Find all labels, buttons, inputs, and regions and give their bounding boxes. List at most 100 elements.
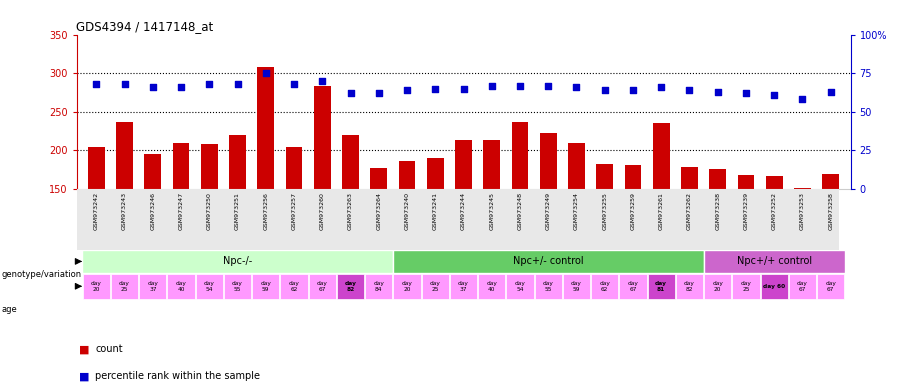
Bar [82, 250, 393, 273]
Text: Npc-/-: Npc-/- [223, 257, 252, 266]
Text: GSM973246: GSM973246 [150, 192, 156, 230]
Text: GSM973252: GSM973252 [771, 192, 777, 230]
Text: day
37: day 37 [148, 281, 158, 292]
Bar [709, 169, 726, 189]
Point [626, 87, 640, 93]
Bar [511, 122, 528, 189]
Bar [252, 273, 279, 299]
Point [315, 78, 329, 84]
Point [598, 87, 612, 93]
Bar [422, 273, 449, 299]
Bar [789, 273, 816, 299]
Bar [314, 86, 330, 189]
Text: day
59: day 59 [572, 281, 582, 292]
Point [174, 84, 188, 90]
Bar [224, 273, 251, 299]
Bar [195, 273, 223, 299]
Point [258, 70, 273, 76]
Bar [257, 67, 274, 189]
Text: GSM973249: GSM973249 [545, 192, 551, 230]
Bar [562, 273, 590, 299]
Bar [111, 273, 138, 299]
Text: GSM973238: GSM973238 [716, 192, 720, 230]
Bar [733, 273, 760, 299]
Bar [116, 122, 133, 189]
Point [767, 92, 781, 98]
Text: day
25: day 25 [430, 281, 441, 292]
Text: day
67: day 67 [797, 281, 808, 292]
Bar [285, 147, 302, 189]
Bar [652, 123, 670, 189]
Point [513, 83, 527, 89]
Text: day
25: day 25 [741, 281, 751, 292]
Bar [823, 174, 839, 189]
Text: GSM973259: GSM973259 [631, 192, 635, 230]
Point [739, 90, 753, 96]
Bar [309, 273, 336, 299]
Point [570, 84, 584, 90]
Text: day
62: day 62 [289, 281, 300, 292]
Bar [760, 273, 788, 299]
Bar [393, 273, 420, 299]
Text: count: count [95, 344, 123, 354]
Bar [540, 134, 557, 189]
Text: day
20: day 20 [401, 281, 412, 292]
Text: day 60: day 60 [763, 284, 786, 289]
Point [89, 81, 104, 87]
Bar [144, 154, 161, 189]
Text: GSM973258: GSM973258 [828, 192, 833, 230]
Text: day
40: day 40 [486, 281, 497, 292]
Text: GSM973240: GSM973240 [404, 192, 410, 230]
Text: day
82: day 82 [684, 281, 695, 292]
Bar [393, 250, 704, 273]
Point [710, 89, 724, 95]
Text: GSM973260: GSM973260 [320, 192, 325, 230]
Text: ■: ■ [79, 344, 90, 354]
Bar [201, 144, 218, 189]
Text: GDS4394 / 1417148_at: GDS4394 / 1417148_at [76, 20, 214, 33]
Text: GSM973248: GSM973248 [518, 192, 523, 230]
Bar [88, 147, 104, 189]
Bar [704, 273, 732, 299]
Text: day
81: day 81 [655, 281, 667, 292]
Text: day
40: day 40 [176, 281, 186, 292]
Bar [483, 141, 500, 189]
Point [117, 81, 131, 87]
Point [428, 86, 443, 92]
Bar [450, 273, 477, 299]
Point [343, 90, 357, 96]
Point [654, 84, 669, 90]
Text: day
59: day 59 [260, 281, 271, 292]
Bar [737, 175, 754, 189]
Point [484, 83, 499, 89]
Point [824, 89, 838, 95]
Point [456, 86, 471, 92]
Text: GSM973264: GSM973264 [376, 192, 382, 230]
Text: day
54: day 54 [203, 281, 215, 292]
Text: GSM973263: GSM973263 [348, 192, 353, 230]
Text: GSM973255: GSM973255 [602, 192, 608, 230]
Text: genotype/variation: genotype/variation [2, 270, 82, 279]
Bar [365, 273, 392, 299]
Text: GSM973257: GSM973257 [292, 192, 296, 230]
Point [682, 87, 697, 93]
Text: day
84: day 84 [374, 281, 384, 292]
Text: day
62: day 62 [599, 281, 610, 292]
Text: GSM973253: GSM973253 [800, 192, 805, 230]
Text: Npc+/- control: Npc+/- control [513, 257, 583, 266]
Bar [681, 167, 698, 189]
Text: GSM973262: GSM973262 [687, 192, 692, 230]
Point [541, 83, 555, 89]
Text: GSM973256: GSM973256 [264, 192, 268, 230]
Bar [535, 273, 562, 299]
Bar [229, 135, 246, 189]
Bar [648, 273, 675, 299]
Bar [370, 168, 387, 189]
Text: GSM973251: GSM973251 [235, 192, 240, 230]
Bar [704, 250, 845, 273]
Text: day
82: day 82 [345, 281, 356, 292]
Text: day
67: day 67 [627, 281, 638, 292]
Text: GSM973243: GSM973243 [122, 192, 127, 230]
Text: day
25: day 25 [119, 281, 130, 292]
Text: day
20: day 20 [91, 281, 102, 292]
